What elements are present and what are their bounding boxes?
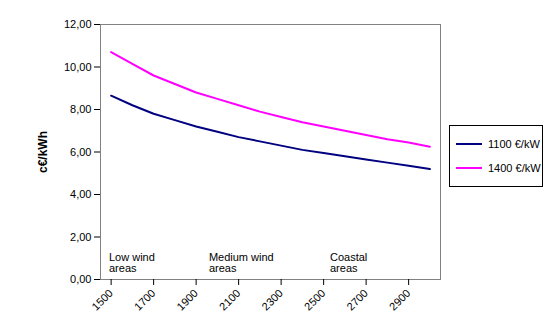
svg-text:1500: 1500: [89, 287, 115, 313]
svg-text:Low windareas: Low windareas: [109, 251, 155, 274]
svg-text:12,00: 12,00: [64, 18, 92, 30]
svg-text:0,00: 0,00: [70, 273, 91, 285]
svg-text:4,00: 4,00: [70, 188, 91, 200]
svg-text:2300: 2300: [259, 287, 285, 313]
svg-text:2500: 2500: [302, 287, 328, 313]
html-text:1100 €/kW: 1100 €/kW: [488, 138, 540, 150]
svg-text:1900: 1900: [174, 287, 200, 313]
svg-text:c€/kWh: c€/kWh: [36, 131, 50, 173]
svg-text:2100: 2100: [217, 287, 243, 313]
svg-text:8,00: 8,00: [70, 103, 91, 115]
svg-text:1700: 1700: [132, 287, 158, 313]
html-text:1400 €/kW: 1400 €/kW: [488, 162, 541, 174]
svg-text:2900: 2900: [387, 287, 413, 313]
svg-text:Coastalareas: Coastalareas: [330, 251, 367, 274]
svg-text:6,00: 6,00: [70, 146, 91, 158]
svg-text:10,00: 10,00: [64, 61, 92, 73]
svg-text:Medium windareas: Medium windareas: [209, 251, 274, 274]
svg-text:2700: 2700: [344, 287, 370, 313]
svg-text:2,00: 2,00: [70, 231, 91, 243]
